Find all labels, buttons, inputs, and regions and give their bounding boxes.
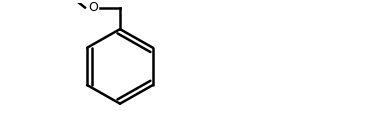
Text: O: O [88, 1, 98, 14]
